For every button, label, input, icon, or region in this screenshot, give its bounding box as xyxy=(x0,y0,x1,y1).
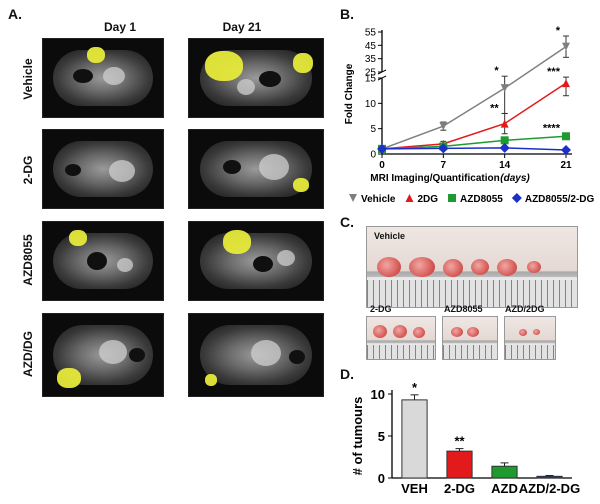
tumor-overlay xyxy=(57,368,81,388)
mri-azddg-day1 xyxy=(42,313,164,397)
marker-triangle-down xyxy=(349,194,357,202)
y-axis-label: # of tumours xyxy=(350,397,365,476)
x-tick-label: 7 xyxy=(441,160,447,171)
bar-chart-tumour-count: 0 5 10 # of tumours * VEH ** 2-DG AZD AZD/2-DG xyxy=(350,380,580,496)
tumor-overlay xyxy=(293,178,309,192)
photo-label-vehicle: Vehicle xyxy=(374,231,406,241)
tumor-photo-azd8055 xyxy=(442,316,498,360)
significance-mark: **** xyxy=(543,123,561,135)
significance-mark: ** xyxy=(490,102,499,114)
panel-b-letter: B. xyxy=(340,6,354,22)
marker-triangle-down xyxy=(439,122,448,131)
panel-a-letter: A. xyxy=(8,6,22,22)
mri-azd8055-day1 xyxy=(42,221,164,301)
significance-mark: ** xyxy=(454,434,465,449)
marker-square xyxy=(448,194,457,202)
marker-diamond xyxy=(561,144,571,155)
row-label-vehicle: Vehicle xyxy=(21,58,35,100)
mri-azd8055-day21 xyxy=(188,221,324,301)
y-tick-label: 10 xyxy=(371,387,385,402)
series-line-Vehicle xyxy=(381,46,567,150)
tumor-photo-2dg xyxy=(366,316,436,360)
bar-VEH xyxy=(401,399,428,479)
row-label-azddg: AZD/DG xyxy=(21,331,35,377)
photo-label-azd2dg: AZD/2DG xyxy=(505,304,545,314)
x-tick-label: 14 xyxy=(499,160,511,171)
legend-label: Vehicle xyxy=(361,194,396,205)
x-axis-unit: (days) xyxy=(500,173,530,184)
y-tick-label: 0 xyxy=(378,471,385,486)
y-tick-label: 5 xyxy=(370,124,376,135)
legend-label: 2DG xyxy=(417,194,438,205)
y-tick-label: 35 xyxy=(365,54,377,65)
x-tick-label: AZD xyxy=(491,481,518,496)
y-tick-label: 25 xyxy=(365,68,377,79)
mri-azddg-day21 xyxy=(188,313,324,397)
panel-d-letter: D. xyxy=(340,366,354,382)
y-tick-label: 45 xyxy=(365,41,377,52)
x-axis-label: MRI Imaging/Quantification xyxy=(370,173,499,184)
y-tick-label: 5 xyxy=(378,429,385,444)
x-tick-label: AZD/2-DG xyxy=(519,481,580,496)
marker-diamond xyxy=(511,193,522,203)
significance-mark: * xyxy=(494,65,499,77)
tumor-overlay xyxy=(69,230,87,246)
significance-mark: * xyxy=(556,25,561,37)
row-label-2dg: 2-DG xyxy=(21,155,35,185)
tumor-overlay xyxy=(87,47,105,63)
mri-vehicle-day1 xyxy=(42,38,164,118)
significance-mark: * xyxy=(412,380,418,395)
tumor-overlay xyxy=(293,53,313,73)
y-tick-label: 15 xyxy=(365,74,377,85)
photo-label-azd8055: AZD8055 xyxy=(444,304,483,314)
tumor-overlay xyxy=(205,51,243,81)
y-tick-label: 10 xyxy=(365,99,377,110)
marker-diamond xyxy=(377,143,387,154)
row-label-azd8055: AZD8055 xyxy=(21,234,35,286)
mri-2dg-day21 xyxy=(188,129,324,209)
marker-square xyxy=(562,132,570,141)
marker-triangle-up xyxy=(405,194,414,202)
significance-mark: *** xyxy=(547,66,561,78)
panel-c-letter: C. xyxy=(340,214,354,230)
col-header-day21: Day 21 xyxy=(222,20,262,34)
y-tick-label: 55 xyxy=(365,28,377,39)
legend-label: AZD8055/2-DG xyxy=(525,194,595,205)
mri-vehicle-day21 xyxy=(188,38,324,118)
bar-2-DG xyxy=(446,450,473,479)
mri-2dg-day1 xyxy=(42,129,164,209)
marker-triangle-up xyxy=(500,119,509,128)
series-line-AZD8055 xyxy=(381,135,567,150)
x-tick-label: 2-DG xyxy=(444,481,475,496)
series-line-AZD8055/2-DG xyxy=(381,147,567,151)
x-tick-label: 21 xyxy=(560,160,572,171)
legend-label: AZD8055 xyxy=(460,194,503,205)
y-tick-label: 0 xyxy=(370,150,376,161)
tumor-photo-azd2dg xyxy=(504,316,556,360)
tumor-overlay xyxy=(223,230,251,254)
marker-diamond xyxy=(438,143,449,154)
tumor-overlay xyxy=(205,374,217,386)
marker-diamond xyxy=(499,142,510,153)
x-tick-label: 0 xyxy=(379,160,385,171)
x-tick-label: VEH xyxy=(401,481,428,496)
y-axis-label: Fold Change xyxy=(344,63,355,124)
col-header-day1: Day 1 xyxy=(103,20,137,34)
tumor-photo-vehicle xyxy=(366,226,578,308)
series-line-2DG xyxy=(381,82,567,150)
marker-square xyxy=(500,136,509,145)
marker-triangle-up xyxy=(562,79,570,88)
photo-label-2dg: 2-DG xyxy=(370,304,392,314)
bar-AZD/2-DG xyxy=(536,475,563,479)
bar-AZD xyxy=(491,465,518,479)
marker-triangle-down xyxy=(562,42,570,51)
marker-triangle-down xyxy=(500,84,509,93)
